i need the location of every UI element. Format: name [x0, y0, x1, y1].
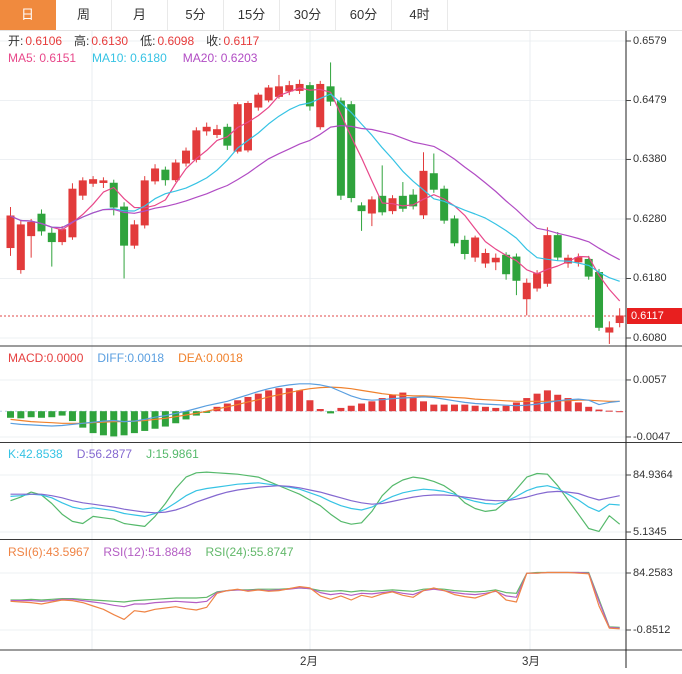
kdj-tick-high: 84.9364 — [633, 469, 673, 481]
price-tick-4: 0.6280 — [633, 213, 667, 225]
ma5-value: MA5: 0.6151 — [8, 51, 77, 65]
kdj-readout: K:42.8538 D:56.2877 J:15.9861 — [8, 447, 199, 462]
open-label: 开: — [8, 34, 24, 48]
price-tick-5: 0.6180 — [633, 272, 667, 284]
rsi24-value: RSI(24):55.8747 — [205, 545, 294, 559]
rsi-tick-high: 84.2583 — [633, 567, 673, 579]
x-tick-february: 2月 — [300, 656, 318, 668]
close-value: 0.6117 — [223, 34, 260, 48]
tab-60min[interactable]: 60分 — [336, 0, 392, 30]
tab-30min[interactable]: 30分 — [280, 0, 336, 30]
tab-4hour[interactable]: 4时 — [392, 0, 448, 30]
price-tick-6: 0.6080 — [633, 332, 667, 344]
rsi12-value: RSI(12):51.8848 — [103, 545, 192, 559]
high-value: 0.6130 — [91, 34, 129, 48]
macd-tick-high: 0.0057 — [633, 374, 667, 386]
timeframe-tabbar: 日 周 月 5分 15分 30分 60分 4时 — [0, 0, 682, 31]
low-value: 0.6098 — [157, 34, 195, 48]
j-value: J:15.9861 — [146, 447, 199, 461]
rsi-tick-low: -0.8512 — [633, 624, 671, 636]
dea-value: DEA:0.0018 — [178, 351, 243, 365]
macd-tick-low: -0.0047 — [633, 431, 671, 443]
price-tick-1: 0.6579 — [633, 35, 667, 47]
d-value: D:56.2877 — [76, 447, 133, 461]
diff-value: DIFF:0.0018 — [97, 351, 165, 365]
tab-5min[interactable]: 5分 — [168, 0, 224, 30]
tab-15min[interactable]: 15分 — [224, 0, 280, 30]
kdj-tick-low: 5.1345 — [633, 526, 667, 538]
rsi6-value: RSI(6):43.5967 — [8, 545, 90, 559]
macd-value: MACD:0.0000 — [8, 351, 84, 365]
tab-month[interactable]: 月 — [112, 0, 168, 30]
close-label: 收: — [206, 34, 222, 48]
ma20-value: MA20: 0.6203 — [182, 51, 258, 65]
low-label: 低: — [140, 34, 156, 48]
rsi-readout: RSI(6):43.5967 RSI(12):51.8848 RSI(24):55.… — [8, 545, 294, 560]
tab-day[interactable]: 日 — [0, 0, 56, 30]
last-price-tag: 0.6117 — [627, 308, 682, 324]
ma-readout: MA5: 0.6151 MA10: 0.6180 MA20: 0.6203 — [8, 51, 257, 66]
price-tick-2: 0.6479 — [633, 94, 667, 106]
ohlc-readout: 开: 0.6106 高: 0.6130 低: 0.6098 收: 0.6117 — [8, 34, 271, 49]
x-tick-march: 3月 — [522, 656, 540, 668]
price-tick-3: 0.6380 — [633, 153, 667, 165]
macd-readout: MACD:0.0000 DIFF:0.0018 DEA:0.0018 — [8, 351, 243, 366]
open-value: 0.6106 — [25, 34, 63, 48]
high-label: 高: — [74, 34, 90, 48]
k-value: K:42.8538 — [8, 447, 63, 461]
tab-week[interactable]: 周 — [56, 0, 112, 30]
ma10-value: MA10: 0.6180 — [92, 51, 167, 65]
